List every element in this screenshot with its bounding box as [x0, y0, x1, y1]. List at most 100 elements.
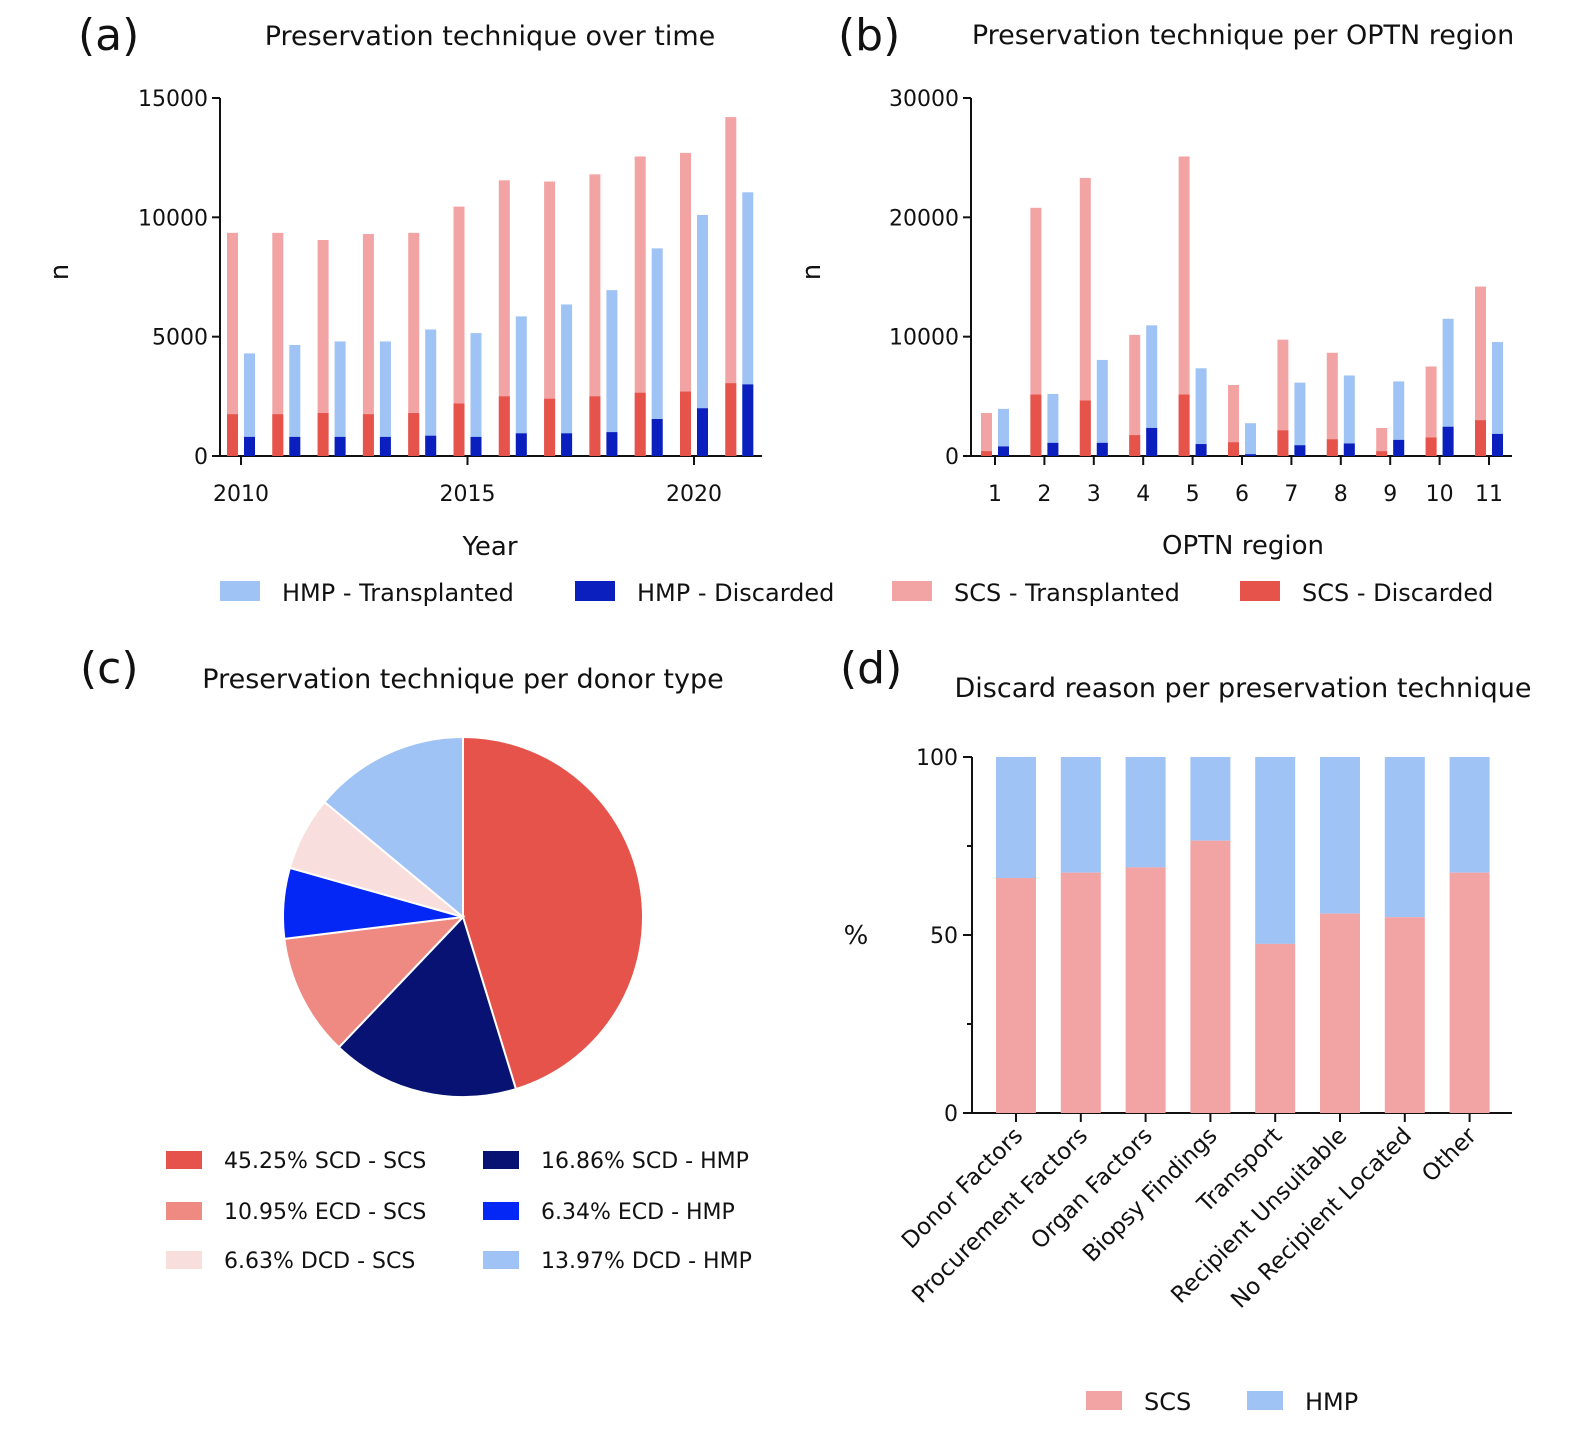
legend-swatch	[220, 581, 260, 601]
bar-scs-transplanted	[680, 152, 691, 457]
bar-scs-transplanted	[498, 180, 510, 456]
bar-scs-transplanted	[1030, 207, 1042, 456]
bar-hmp-discarded	[1245, 454, 1256, 456]
y-tick-label: 5000	[152, 326, 208, 351]
bar-scs-transplanted	[1277, 339, 1289, 456]
bar-hmp-transplanted	[651, 248, 663, 456]
bar-hmp-transplanted	[470, 333, 482, 456]
bar-scs-transplanted	[1228, 384, 1239, 456]
bar-scs-discarded	[981, 451, 992, 456]
bar-scs-transplanted	[227, 232, 238, 456]
bar-scs	[1255, 943, 1296, 1113]
bar-hmp	[996, 757, 1036, 879]
bar-hmp-discarded	[1047, 442, 1059, 456]
panel-c-title: Preservation technique per donor type	[202, 664, 723, 695]
bar-scs-discarded	[272, 414, 284, 456]
x-tick-label: 11	[1475, 482, 1503, 507]
x-tick-label: 4	[1136, 482, 1150, 507]
bar-hmp-discarded	[470, 436, 482, 456]
bar-hmp-discarded	[1195, 444, 1207, 456]
bar-scs-transplanted	[1326, 352, 1338, 456]
pie-legend-swatch	[166, 1151, 202, 1169]
bar-hmp-discarded	[1343, 443, 1355, 456]
panel-b-xlabel: OPTN region	[1162, 531, 1324, 561]
bar-hmp-discarded	[1096, 442, 1108, 456]
pie-legend-label: 45.25% SCD - SCS	[224, 1149, 426, 1174]
legend-label: HMP - Transplanted	[282, 579, 514, 607]
bar-scs	[1190, 840, 1231, 1113]
x-tick-label: 2015	[440, 482, 496, 507]
bar-scs-discarded	[362, 414, 374, 456]
bar-hmp	[1125, 757, 1166, 868]
bar-scs-discarded	[1277, 430, 1289, 456]
bar-hmp-transplanted	[1047, 393, 1059, 456]
bar-hmp-transplanted	[606, 290, 618, 456]
y-tick-label: 30000	[889, 87, 959, 112]
bar-hmp-transplanted	[289, 345, 301, 456]
panel-d-title: Discard reason per preservation techniqu…	[955, 673, 1532, 704]
bar-scs-discarded	[589, 396, 601, 456]
bar-hmp-transplanted	[742, 192, 754, 457]
bar-scs-discarded	[453, 403, 465, 456]
bar-scs-transplanted	[725, 117, 737, 457]
bar-scs-discarded	[1425, 437, 1437, 456]
pie-legend-label: 10.95% ECD - SCS	[224, 1200, 426, 1225]
bar-hmp-transplanted	[1294, 382, 1306, 456]
panel-d-letter: (d)	[840, 643, 902, 694]
bar-hmp-transplanted	[515, 316, 527, 456]
panel-a-chart: 0 5000 10000 15000 2010 2015 2020	[138, 87, 762, 507]
panel-d-ylabel: %	[844, 921, 869, 951]
bar-hmp	[1384, 757, 1425, 918]
x-tick-label: 6	[1235, 482, 1249, 507]
bar-hmp-transplanted	[1442, 318, 1454, 456]
panel-c-chart: 45.25% SCD - SCS 10.95% ECD - SCS 6.63% DC…	[166, 735, 752, 1274]
bar-hmp-transplanted	[1245, 423, 1256, 456]
bar-hmp-transplanted	[425, 329, 437, 456]
bar-hmp-discarded	[742, 384, 754, 456]
bar-scs-discarded	[1326, 439, 1338, 456]
bar-hmp	[1320, 757, 1360, 914]
bar-scs	[1060, 872, 1101, 1113]
bar-scs-transplanted	[272, 232, 284, 456]
bar-scs-discarded	[1475, 420, 1486, 456]
bar-scs-discarded	[680, 391, 691, 456]
bar-hmp	[1060, 757, 1101, 873]
y-tick-label: 10000	[138, 206, 208, 231]
bar-hmp-discarded	[1393, 439, 1405, 456]
bar-scs-transplanted	[1079, 177, 1091, 456]
x-tick-label: 9	[1383, 482, 1397, 507]
bar-scs-transplanted	[1129, 334, 1141, 456]
x-tick-label: 2	[1037, 482, 1051, 507]
bar-hmp-discarded	[244, 436, 255, 456]
legend-label: SCS - Discarded	[1302, 579, 1493, 607]
y-tick-label: 0	[945, 445, 959, 470]
panel-a-letter: (a)	[78, 10, 139, 61]
pie-slice	[462, 735, 644, 1091]
bar-scs-transplanted	[317, 240, 329, 456]
panel-a-xlabel: Year	[461, 532, 517, 562]
bar-scs-transplanted	[1178, 156, 1190, 456]
bar-scs-transplanted	[453, 206, 465, 456]
bar-hmp-discarded	[1294, 445, 1306, 456]
pie-legend-swatch	[166, 1202, 202, 1220]
bar-hmp-discarded	[515, 433, 527, 456]
bar-hmp-transplanted	[1492, 342, 1503, 456]
bar-scs-discarded	[725, 383, 737, 456]
y-tick-label: 0	[944, 1102, 958, 1127]
panel-b-title: Preservation technique per OPTN region	[972, 20, 1514, 51]
panel-a-ylabel: n	[45, 264, 75, 280]
bar-scs-transplanted	[1376, 427, 1388, 456]
bar-scs-discarded	[634, 392, 646, 456]
x-tick-label: 2010	[213, 482, 269, 507]
legend-swatch	[1247, 1391, 1283, 1410]
bar-hmp-transplanted	[998, 408, 1009, 456]
panel-b-chart: 0 10000 20000 30000 1 2 3 4 5 6 7 8 9 10 11	[889, 87, 1512, 507]
bar-scs-discarded	[1129, 435, 1141, 456]
bar-scs	[1320, 913, 1360, 1113]
bar-scs-discarded	[1030, 394, 1042, 456]
pie-legend-swatch	[483, 1202, 519, 1220]
bar-hmp-discarded	[1492, 433, 1503, 456]
y-tick-label: 50	[930, 924, 958, 949]
bar-hmp-transplanted	[244, 353, 255, 456]
